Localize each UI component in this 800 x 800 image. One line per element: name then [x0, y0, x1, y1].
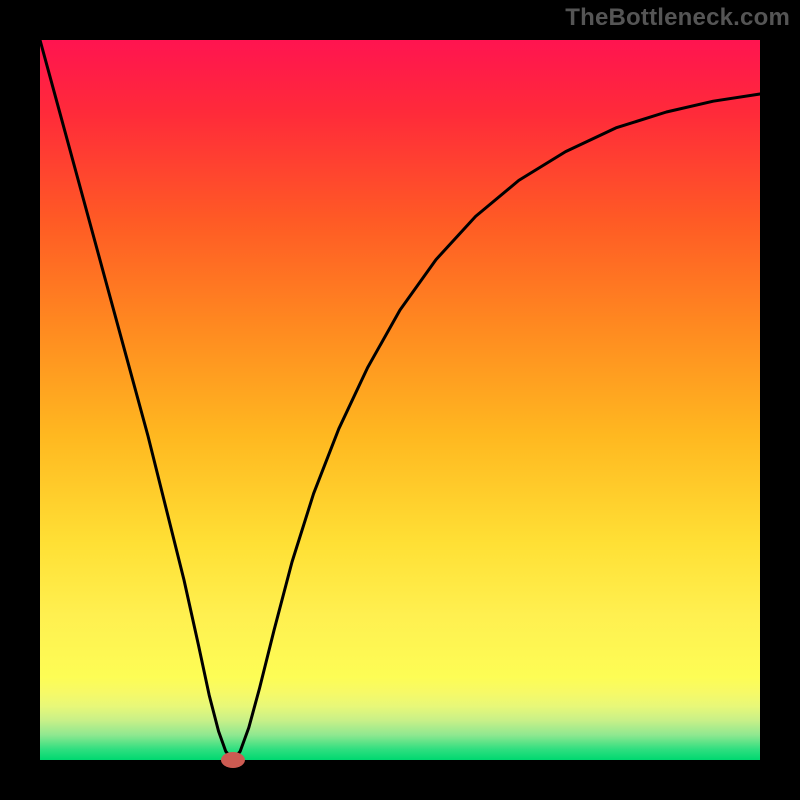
watermark-text: TheBottleneck.com [565, 4, 790, 32]
minimum-marker [221, 752, 245, 768]
bottleneck-chart [0, 0, 800, 800]
plot-background [40, 40, 760, 760]
chart-container: TheBottleneck.com [0, 0, 800, 800]
